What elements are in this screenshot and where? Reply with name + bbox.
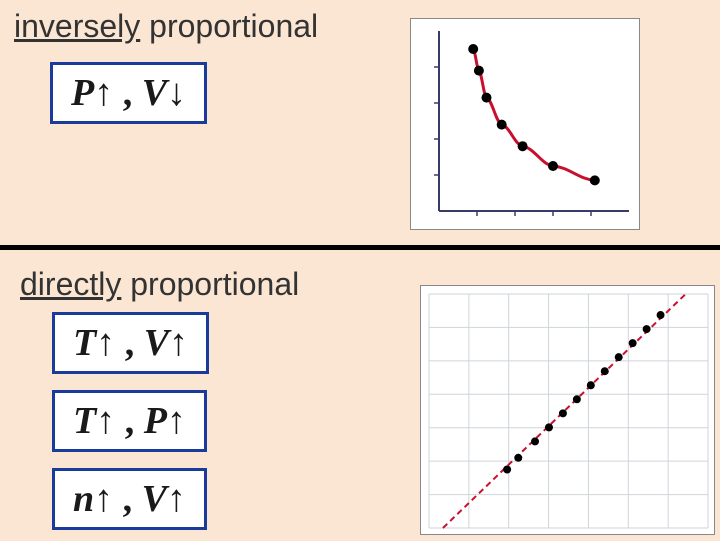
relation-t-p: T↑ , P↑ bbox=[52, 390, 207, 452]
chart-direct-svg bbox=[421, 286, 716, 536]
heading-rest: proportional bbox=[121, 266, 299, 302]
sym-b: V bbox=[144, 322, 169, 364]
arr-a: ↑ bbox=[96, 322, 115, 364]
relation-p-v: P↑ , V↓ bbox=[50, 62, 207, 124]
sym-b: V bbox=[142, 72, 167, 114]
sym-b: V bbox=[142, 478, 167, 520]
arr-b: ↑ bbox=[169, 322, 188, 364]
chart-inverse-svg bbox=[411, 19, 641, 231]
heading-inversely: inversely proportional bbox=[14, 8, 318, 45]
sym-a: n bbox=[73, 478, 94, 520]
chart-inverse bbox=[410, 18, 640, 230]
relation-t-v: T↑ , V↑ bbox=[52, 312, 209, 374]
chart-direct bbox=[420, 285, 715, 535]
relation-n-v: n↑ , V↑ bbox=[52, 468, 207, 530]
sym-a: P bbox=[71, 72, 94, 114]
arr-b: ↑ bbox=[167, 400, 186, 442]
sym-a: T bbox=[73, 322, 96, 364]
arr-a: ↑ bbox=[94, 72, 113, 114]
comma: , bbox=[113, 478, 142, 520]
arr-a: ↑ bbox=[94, 478, 113, 520]
heading-underlined: directly bbox=[20, 266, 121, 302]
sym-b: P bbox=[144, 400, 167, 442]
arr-a: ↑ bbox=[96, 400, 115, 442]
heading-rest: proportional bbox=[140, 8, 318, 44]
heading-directly: directly proportional bbox=[20, 266, 299, 303]
arr-b: ↓ bbox=[167, 72, 186, 114]
heading-underlined: inversely bbox=[14, 8, 140, 44]
sym-a: T bbox=[73, 400, 96, 442]
comma: , bbox=[115, 400, 144, 442]
comma: , bbox=[115, 322, 144, 364]
arr-b: ↑ bbox=[167, 478, 186, 520]
comma: , bbox=[113, 72, 142, 114]
